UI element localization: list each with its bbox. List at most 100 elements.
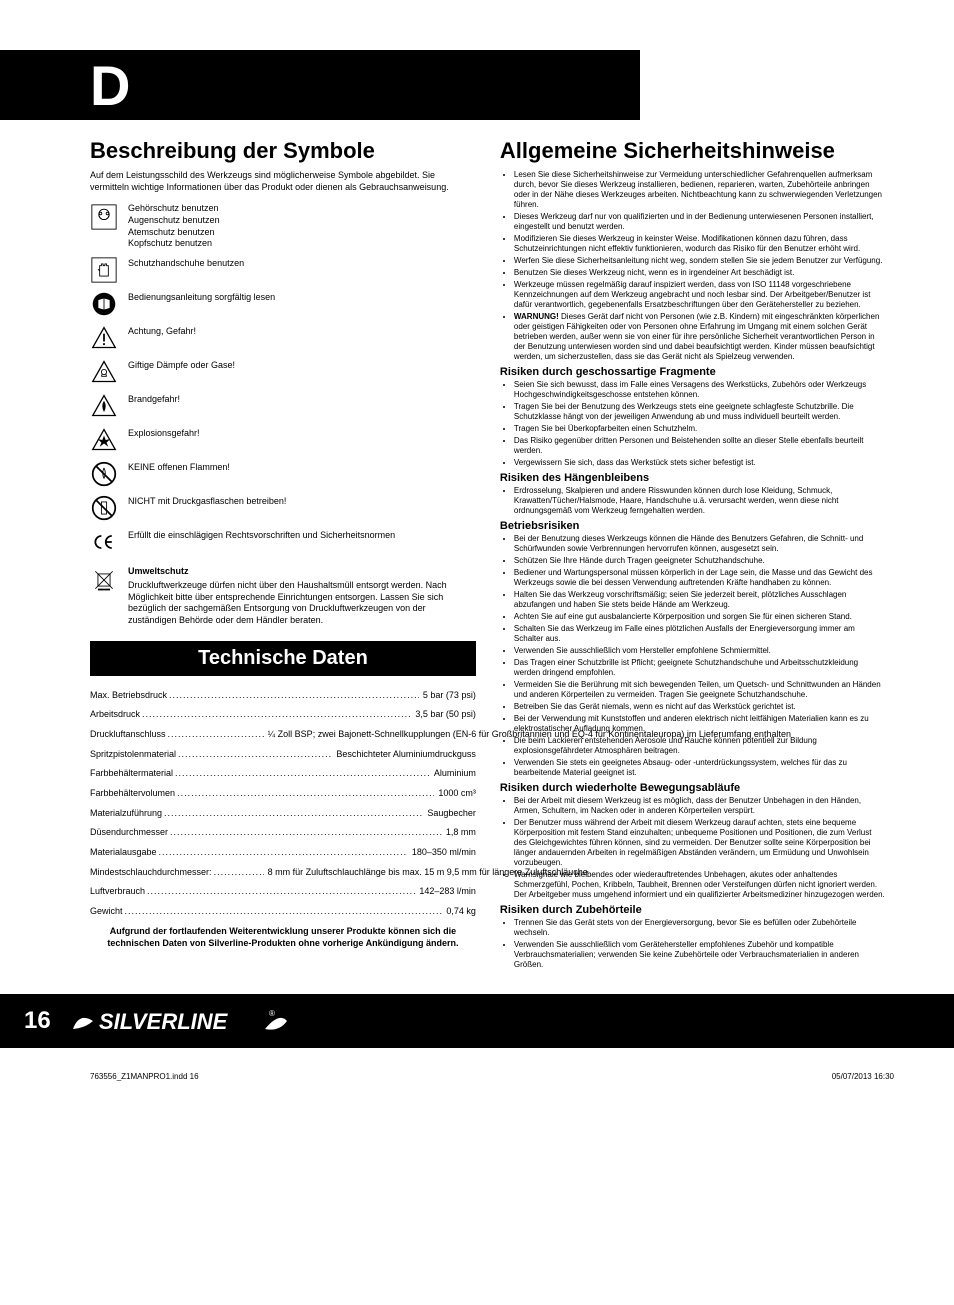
tech-value: Saugbecher	[423, 808, 476, 820]
safety-item: Der Benutzer muss während der Arbeit mit…	[514, 818, 886, 868]
tech-value: Beschichteter Aluminiumdruckguss	[332, 749, 476, 761]
safety-item: Vergewissern Sie sich, dass das Werkstüc…	[514, 458, 886, 468]
ce-text: Erfüllt die einschlägigen Rechtsvorschri…	[128, 528, 395, 542]
safety-item: Tragen Sie bei der Benutzung des Werkzeu…	[514, 402, 886, 422]
safety-item: Tragen Sie bei Überkopfarbeiten einen Sc…	[514, 424, 886, 434]
tech-row: Druckluftanschluss¼ Zoll BSP; zwei Bajon…	[90, 729, 476, 741]
safety-item: Schalten Sie das Werkzeug im Falle eines…	[514, 624, 886, 644]
ce-icon	[90, 528, 118, 556]
safety-item-warnung: WARNUNG! Dieses Gerät darf nicht von Per…	[514, 312, 886, 362]
safety-item: Schützen Sie Ihre Hände durch Tragen gee…	[514, 556, 886, 566]
safety-item: Betreiben Sie das Gerät niemals, wenn es…	[514, 702, 886, 712]
warning-icon	[90, 324, 118, 352]
safety-item: Bei der Arbeit mit diesem Werkzeug ist e…	[514, 796, 886, 816]
env-body: Druckluftwerkzeuge dürfen nicht über den…	[128, 580, 447, 625]
weee-icon	[90, 566, 118, 594]
tech-value: 5 bar (73 psi)	[419, 690, 476, 702]
tech-value: 8 mm für Zuluftschlauchlänge bis max. 15…	[264, 867, 476, 879]
print-file: 763556_Z1MANPRO1.indd 16	[90, 1072, 199, 1081]
tech-value: 180–350 ml/min	[408, 847, 476, 859]
tech-value: 1000 cm³	[434, 788, 476, 800]
tech-value: 1,8 mm	[442, 827, 476, 839]
page-number: 16	[24, 1007, 51, 1035]
safety-subheading: Risiken durch Zubehörteile	[500, 904, 886, 916]
ppe-icon	[90, 203, 118, 231]
safety-subheading: Risiken des Hängenbleibens	[500, 472, 886, 484]
safety-item: Trennen Sie das Gerät stets von der Ener…	[514, 918, 886, 938]
nogas-text: NICHT mit Druckgasflaschen betreiben!	[128, 494, 286, 508]
safety-item: Verwenden Sie ausschließlich vom Geräteh…	[514, 940, 886, 970]
tech-value: ¼ Zoll BSP; zwei Bajonett-Schnellkupplun…	[264, 729, 476, 741]
safety-sections: Risiken durch geschossartige FragmenteSe…	[500, 366, 886, 970]
print-timestamp: 05/07/2013 16:30	[832, 1072, 894, 1081]
symbols-heading: Beschreibung der Symbole	[90, 138, 476, 164]
symbol-gloves: Schutzhandschuhe benutzen	[90, 256, 476, 284]
symbol-ce: Erfüllt die einschlägigen Rechtsvorschri…	[90, 528, 476, 556]
safety-item: Vermeiden Sie die Berührung mit sich bew…	[514, 680, 886, 700]
safety-item: Bei der Verwendung mit Kunststoffen und …	[514, 714, 886, 734]
ppe-line2: Augenschutz benutzen	[128, 215, 220, 227]
tech-table: Max. Betriebsdruck5 bar (73 psi) Arbeitsd…	[90, 676, 476, 918]
ppe-line1: Gehörschutz benutzen	[128, 203, 220, 215]
safety-item: Warnsignale wie bleibendes oder wiederau…	[514, 870, 886, 900]
symbol-ppe: Gehörschutz benutzen Augenschutz benutze…	[90, 203, 476, 250]
tech-label: Arbeitsdruck	[90, 709, 411, 721]
svg-text:®: ®	[269, 1009, 275, 1018]
symbol-nogas: NICHT mit Druckgasflaschen betreiben!	[90, 494, 476, 522]
tech-row: FarbbehältermaterialAluminium	[90, 768, 476, 780]
safety-item: Werfen Sie diese Sicherheitsanleitung ni…	[514, 256, 886, 266]
tech-note: Aufgrund der fortlaufenden Weiterentwick…	[90, 926, 476, 949]
safety-item: Benutzen Sie dieses Werkzeug nicht, wenn…	[514, 268, 886, 278]
tech-label: Farbbehältermaterial	[90, 768, 430, 780]
tech-row: Farbbehältervolumen1000 cm³	[90, 788, 476, 800]
safety-item: Modifizieren Sie dieses Werkzeug in kein…	[514, 234, 886, 254]
explosion-icon	[90, 426, 118, 454]
tech-row: Luftverbrauch142–283 l/min	[90, 886, 476, 898]
tech-row: Arbeitsdruck3,5 bar (50 psi)	[90, 709, 476, 721]
symbol-manual: Bedienungsanleitung sorgfältig lesen	[90, 290, 476, 318]
symbols-intro: Auf dem Leistungsschild des Werkzeugs si…	[90, 170, 476, 193]
safety-subheading: Risiken durch geschossartige Fragmente	[500, 366, 886, 378]
safety-sublist: Bei der Arbeit mit diesem Werkzeug ist e…	[500, 796, 886, 900]
safety-item: Das Tragen einer Schutzbrille ist Pflich…	[514, 658, 886, 678]
tech-label: Düsendurchmesser	[90, 827, 442, 839]
safety-subheading: Betriebsrisiken	[500, 520, 886, 532]
safety-item: Erdrosselung, Skalpieren und andere Riss…	[514, 486, 886, 516]
safety-item: Das Risiko gegenüber dritten Personen un…	[514, 436, 886, 456]
tech-label: Gewicht	[90, 906, 442, 918]
toxic-icon	[90, 358, 118, 386]
symbol-warning: Achtung, Gefahr!	[90, 324, 476, 352]
gloves-text: Schutzhandschuhe benutzen	[128, 256, 244, 270]
symbol-fire: Brandgefahr!	[90, 392, 476, 420]
tech-row: MaterialzuführungSaugbecher	[90, 808, 476, 820]
print-marks: 763556_Z1MANPRO1.indd 16 05/07/2013 16:3…	[0, 1048, 954, 1091]
noflame-text: KEINE offenen Flammen!	[128, 460, 230, 474]
tech-row: Düsendurchmesser1,8 mm	[90, 827, 476, 839]
tech-label: Luftverbrauch	[90, 886, 415, 898]
safety-sublist: Erdrosselung, Skalpieren und andere Riss…	[500, 486, 886, 516]
safety-item: Dieses Werkzeug darf nur von qualifizier…	[514, 212, 886, 232]
safety-subheading: Risiken durch wiederholte Bewegungsabläu…	[500, 782, 886, 794]
left-column: Beschreibung der Symbole Auf dem Leistun…	[90, 138, 476, 974]
footer: 16 SILVERLINE ®	[0, 994, 954, 1048]
tech-value: 0,74 kg	[442, 906, 476, 918]
safety-item: Bediener und Wartungspersonal müssen kör…	[514, 568, 886, 588]
fire-text: Brandgefahr!	[128, 392, 180, 406]
safety-heading: Allgemeine Sicherheitshinweise	[500, 138, 886, 164]
tech-label: Materialzuführung	[90, 808, 423, 820]
symbol-toxic: Giftige Dämpfe oder Gase!	[90, 358, 476, 386]
env-block: Umweltschutz Druckluftwerkzeuge dürfen n…	[90, 566, 476, 626]
safety-sublist: Bei der Benutzung dieses Werkzeugs könne…	[500, 534, 886, 778]
tech-row: Max. Betriebsdruck5 bar (73 psi)	[90, 690, 476, 702]
tech-value: 3,5 bar (50 psi)	[411, 709, 476, 721]
tech-label: Materialausgabe	[90, 847, 408, 859]
tech-value: Aluminium	[430, 768, 476, 780]
manual-icon	[90, 290, 118, 318]
safety-item: Verwenden Sie stets ein geeignetes Absau…	[514, 758, 886, 778]
tech-label: Mindestschlauchdurchmesser:	[90, 867, 264, 879]
explosion-text: Explosionsgefahr!	[128, 426, 200, 440]
general-safety-list: Lesen Sie diese Sicherheitshinweise zur …	[500, 170, 886, 362]
env-text: Umweltschutz Druckluftwerkzeuge dürfen n…	[128, 566, 476, 626]
symbol-noflame: KEINE offenen Flammen!	[90, 460, 476, 488]
noflame-icon	[90, 460, 118, 488]
